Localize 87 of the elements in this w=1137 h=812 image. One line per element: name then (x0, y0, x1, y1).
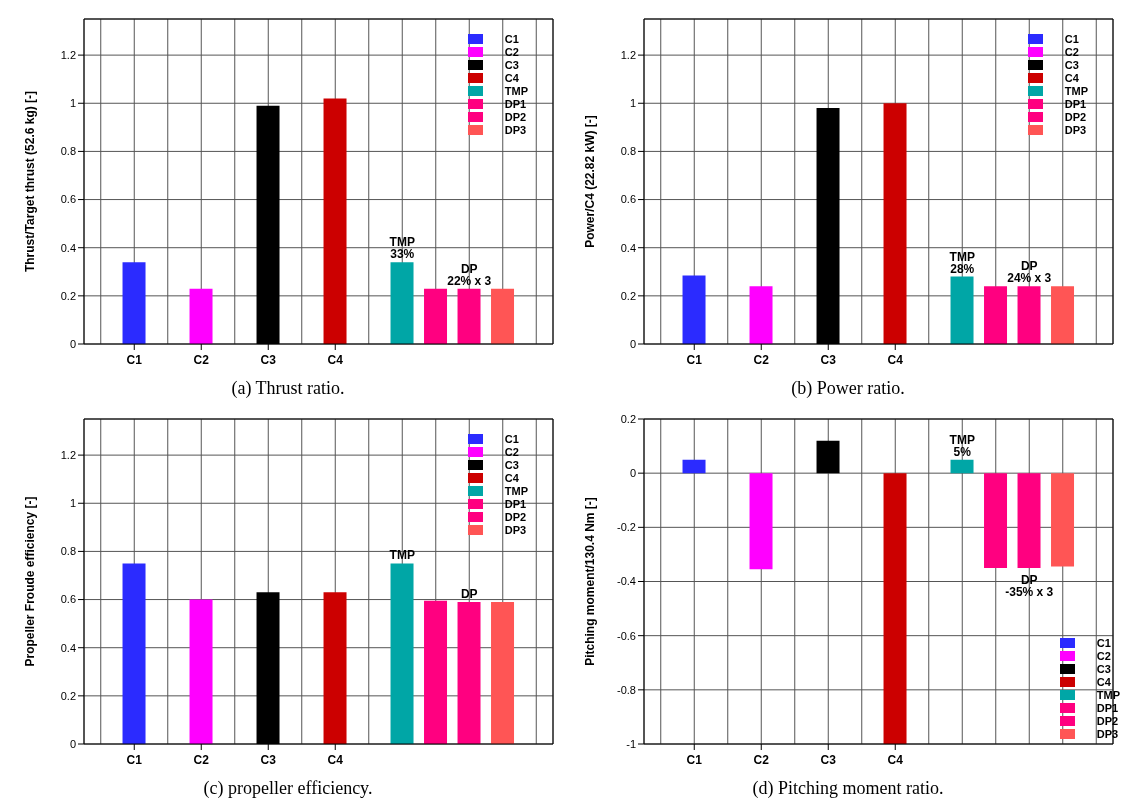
x-tick-label: C4 (327, 353, 344, 367)
legend-label: C2 (504, 45, 519, 58)
x-tick-label: C1 (686, 753, 703, 767)
y-tick-label: 0.2 (620, 412, 636, 425)
legend-label: C3 (504, 58, 519, 71)
annotation: DP 22% x 3 (447, 261, 492, 288)
y-tick-label: 0.6 (60, 593, 76, 606)
legend-label: TMP (504, 484, 528, 497)
x-tick-label: C3 (260, 353, 277, 367)
legend-label: C4 (504, 471, 519, 484)
annotation: TMP 28% (949, 249, 975, 276)
annotation: DP (460, 586, 478, 601)
y-tick-label: 0.4 (60, 241, 76, 254)
legend-label: C1 (504, 32, 519, 45)
annotation: TMP 33% (389, 235, 415, 262)
x-tick-label: C4 (887, 353, 904, 367)
y-axis-title: Pitching moment/130.4 Nm [-] (583, 497, 598, 666)
y-tick-label: 0.4 (620, 241, 636, 254)
y-axis-title: Thrust/Target thrust (52.6 kg) [-] (23, 90, 38, 273)
legend-label: C3 (1064, 58, 1079, 71)
legend-label: C1 (504, 432, 519, 445)
legend-label: C1 (1096, 636, 1111, 649)
annotation: TMP (389, 548, 415, 563)
y-tick-label: 0.4 (60, 641, 76, 654)
legend-label: DP3 (1064, 123, 1087, 136)
y-axis-title: Power/C4 (22.82 kW) [-] (583, 115, 598, 248)
x-tick-label: C1 (686, 353, 703, 367)
legend-label: C3 (1096, 662, 1111, 675)
annotation: TMP 5% (949, 432, 975, 459)
legend-label: C2 (1096, 649, 1111, 662)
y-tick-label: 0.8 (60, 545, 76, 558)
legend-label: TMP (1064, 84, 1088, 97)
legend-label: C2 (1064, 45, 1079, 58)
y-tick-label: 1 (69, 497, 76, 510)
legend-label: C3 (504, 458, 519, 471)
y-tick-label: 0 (69, 737, 76, 750)
x-tick-label: C4 (887, 753, 904, 767)
y-tick-label: 0.8 (620, 145, 636, 158)
text: (b) Power ratio. (790, 378, 906, 399)
y-tick-label: 1 (629, 97, 636, 110)
y-tick-label: 1.2 (60, 49, 76, 62)
text: (a) Thrust ratio. (230, 378, 346, 399)
legend-label: DP2 (504, 510, 527, 523)
y-tick-label: -1 (626, 737, 636, 750)
legend-label: DP3 (504, 523, 527, 536)
x-tick-label: C2 (753, 753, 770, 767)
y-tick-label: 0 (69, 337, 76, 350)
y-tick-label: 0 (629, 337, 636, 350)
legend-label: C4 (1096, 675, 1111, 688)
legend-label: DP2 (1064, 110, 1087, 123)
legend-label: C2 (504, 445, 519, 458)
text: (c) propeller efficiency. (202, 778, 374, 799)
legend-label: DP3 (504, 123, 527, 136)
annotation: DP 24% x 3 (1007, 259, 1052, 286)
y-axis-title: Propeller Froude efficiency [-] (23, 496, 38, 667)
legend-label: C1 (1064, 32, 1079, 45)
text: (d) Pitching moment ratio. (751, 778, 945, 799)
y-tick-label: 0 (629, 467, 636, 480)
y-tick-label: 0.6 (60, 193, 76, 206)
x-tick-label: C3 (820, 353, 837, 367)
y-tick-label: 1.2 (620, 49, 636, 62)
legend-label: DP2 (504, 110, 527, 123)
legend-label: C4 (504, 71, 519, 84)
y-tick-label: 0.2 (60, 689, 76, 702)
x-tick-label: C1 (126, 753, 143, 767)
legend-label: DP1 (504, 497, 527, 510)
legend-label: DP1 (1064, 97, 1087, 110)
y-tick-label: 0.6 (620, 193, 636, 206)
y-tick-label: -0.4 (617, 575, 636, 588)
y-tick-label: -0.6 (617, 629, 636, 642)
y-tick-label: 1.2 (60, 449, 76, 462)
x-tick-label: C3 (820, 753, 837, 767)
x-tick-label: C2 (193, 753, 210, 767)
y-tick-label: -0.8 (617, 683, 636, 696)
x-tick-label: C2 (193, 353, 210, 367)
x-tick-label: C4 (327, 753, 344, 767)
legend-label: TMP (504, 84, 528, 97)
x-tick-label: C3 (260, 753, 277, 767)
x-tick-label: C1 (126, 353, 143, 367)
x-tick-label: C2 (753, 353, 770, 367)
y-tick-label: 1 (69, 97, 76, 110)
y-tick-label: -0.2 (617, 521, 636, 534)
y-tick-label: 0.2 (60, 289, 76, 302)
legend-label: C4 (1064, 71, 1079, 84)
y-tick-label: 0.8 (60, 145, 76, 158)
y-tick-label: 0.2 (620, 289, 636, 302)
legend-label: DP1 (504, 97, 527, 110)
